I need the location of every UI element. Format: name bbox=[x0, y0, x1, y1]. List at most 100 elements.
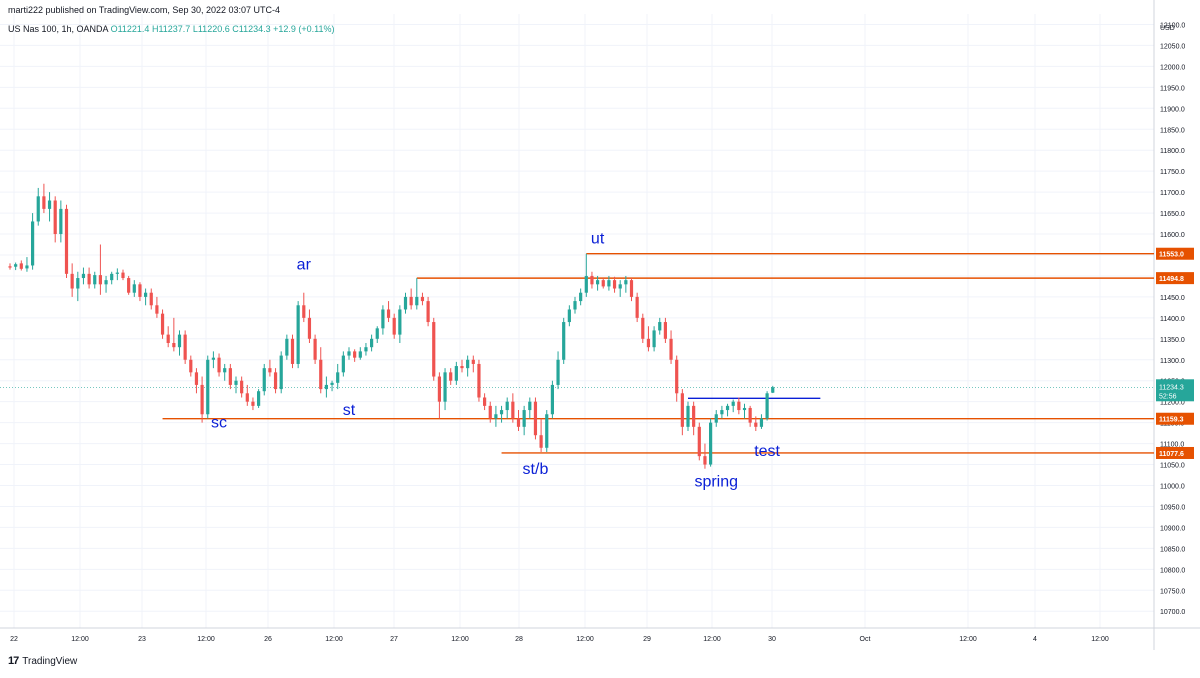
candle-body[interactable] bbox=[477, 363, 481, 398]
candle-body[interactable] bbox=[567, 309, 571, 323]
candle-body[interactable] bbox=[183, 334, 187, 360]
candle-body[interactable] bbox=[353, 351, 357, 358]
candle-body[interactable] bbox=[194, 372, 199, 385]
candle-body[interactable] bbox=[618, 284, 622, 289]
candle-body[interactable] bbox=[324, 384, 328, 390]
candle-body[interactable] bbox=[471, 359, 475, 364]
candle-body[interactable] bbox=[703, 456, 707, 465]
candle-body[interactable] bbox=[172, 343, 176, 348]
candle-body[interactable] bbox=[307, 317, 312, 339]
candle-body[interactable] bbox=[601, 280, 605, 287]
candle-body[interactable] bbox=[624, 280, 628, 285]
candle-body[interactable] bbox=[370, 338, 374, 348]
candle-body[interactable] bbox=[177, 334, 182, 348]
candle-body[interactable] bbox=[432, 322, 436, 377]
candle-body[interactable] bbox=[641, 317, 645, 339]
candle-body[interactable] bbox=[686, 405, 690, 427]
candle-body[interactable] bbox=[93, 275, 97, 285]
candle-body[interactable] bbox=[511, 401, 515, 419]
candle-body[interactable] bbox=[426, 301, 430, 323]
candle-body[interactable] bbox=[573, 301, 577, 310]
candle-body[interactable] bbox=[166, 334, 170, 344]
candle-body[interactable] bbox=[528, 401, 532, 411]
candle-body[interactable] bbox=[697, 426, 701, 457]
candle-body[interactable] bbox=[466, 359, 470, 369]
candle-body[interactable] bbox=[483, 397, 487, 406]
candle-body[interactable] bbox=[669, 338, 673, 360]
candle-body[interactable] bbox=[579, 292, 583, 302]
candle-body[interactable] bbox=[285, 338, 289, 356]
candle-body[interactable] bbox=[398, 309, 402, 335]
candle-body[interactable] bbox=[70, 273, 74, 289]
candle-body[interactable] bbox=[731, 401, 735, 406]
candle-body[interactable] bbox=[341, 355, 345, 373]
candle-body[interactable] bbox=[223, 368, 227, 373]
candle-body[interactable] bbox=[720, 410, 724, 415]
candle-body[interactable] bbox=[692, 405, 696, 427]
candle-body[interactable] bbox=[556, 359, 560, 385]
candle-body[interactable] bbox=[81, 273, 86, 279]
candle-body[interactable] bbox=[612, 280, 617, 289]
candle-body[interactable] bbox=[675, 359, 679, 394]
candle-body[interactable] bbox=[42, 196, 46, 209]
candle-body[interactable] bbox=[206, 359, 210, 415]
candle-body[interactable] bbox=[138, 284, 142, 297]
candle-body[interactable] bbox=[443, 372, 447, 402]
candle-body[interactable] bbox=[144, 292, 148, 297]
candle-body[interactable] bbox=[584, 275, 588, 293]
candle-body[interactable] bbox=[460, 366, 464, 369]
candle-body[interactable] bbox=[364, 347, 368, 352]
candle-body[interactable] bbox=[245, 393, 249, 402]
candle-body[interactable] bbox=[121, 272, 125, 279]
tradingview-brand[interactable]: 17 TradingView bbox=[8, 655, 77, 667]
candle-body[interactable] bbox=[319, 359, 323, 390]
candle-body[interactable] bbox=[273, 372, 278, 390]
candle-body[interactable] bbox=[127, 278, 131, 293]
candle-body[interactable] bbox=[516, 418, 521, 427]
candle-body[interactable] bbox=[257, 391, 261, 406]
candle-body[interactable] bbox=[375, 328, 379, 339]
candle-body[interactable] bbox=[132, 284, 136, 293]
candle-body[interactable] bbox=[87, 273, 91, 285]
candle-body[interactable] bbox=[279, 355, 283, 390]
candle-body[interactable] bbox=[347, 351, 351, 356]
candle-body[interactable] bbox=[104, 280, 108, 285]
candle-body[interactable] bbox=[358, 351, 362, 358]
candle-body[interactable] bbox=[25, 265, 29, 269]
candle-body[interactable] bbox=[47, 200, 52, 209]
candle-body[interactable] bbox=[415, 296, 419, 306]
candle-body[interactable] bbox=[268, 368, 272, 373]
symbol-name[interactable]: US Nas 100, 1h, OANDA bbox=[8, 24, 109, 34]
candle-body[interactable] bbox=[454, 366, 458, 381]
candle-body[interactable] bbox=[629, 280, 634, 297]
candle-body[interactable] bbox=[663, 322, 667, 339]
candle-body[interactable] bbox=[98, 275, 102, 285]
candle-body[interactable] bbox=[725, 405, 730, 411]
candle-body[interactable] bbox=[59, 208, 63, 235]
candle-body[interactable] bbox=[590, 275, 594, 285]
candle-body[interactable] bbox=[8, 266, 12, 268]
candle-body[interactable] bbox=[533, 401, 538, 436]
candle-body[interactable] bbox=[754, 422, 758, 427]
candle-body[interactable] bbox=[313, 338, 317, 360]
candle-body[interactable] bbox=[211, 357, 215, 360]
candle-body[interactable] bbox=[200, 384, 204, 415]
candle-body[interactable] bbox=[771, 387, 775, 393]
candle-body[interactable] bbox=[302, 305, 306, 318]
candle-body[interactable] bbox=[228, 368, 232, 385]
candle-body[interactable] bbox=[635, 296, 639, 318]
candle-body[interactable] bbox=[562, 322, 566, 360]
candle-body[interactable] bbox=[115, 272, 119, 274]
candle-body[interactable] bbox=[262, 368, 266, 392]
candle-body[interactable] bbox=[505, 401, 509, 411]
candle-body[interactable] bbox=[494, 414, 498, 419]
candle-body[interactable] bbox=[251, 401, 255, 406]
candle-body[interactable] bbox=[296, 305, 300, 364]
candle-body[interactable] bbox=[14, 264, 18, 267]
candle-body[interactable] bbox=[392, 317, 396, 335]
candle-body[interactable] bbox=[539, 435, 543, 448]
candle-body[interactable] bbox=[742, 407, 747, 411]
candle-body[interactable] bbox=[110, 273, 114, 281]
candle-body[interactable] bbox=[403, 296, 408, 310]
